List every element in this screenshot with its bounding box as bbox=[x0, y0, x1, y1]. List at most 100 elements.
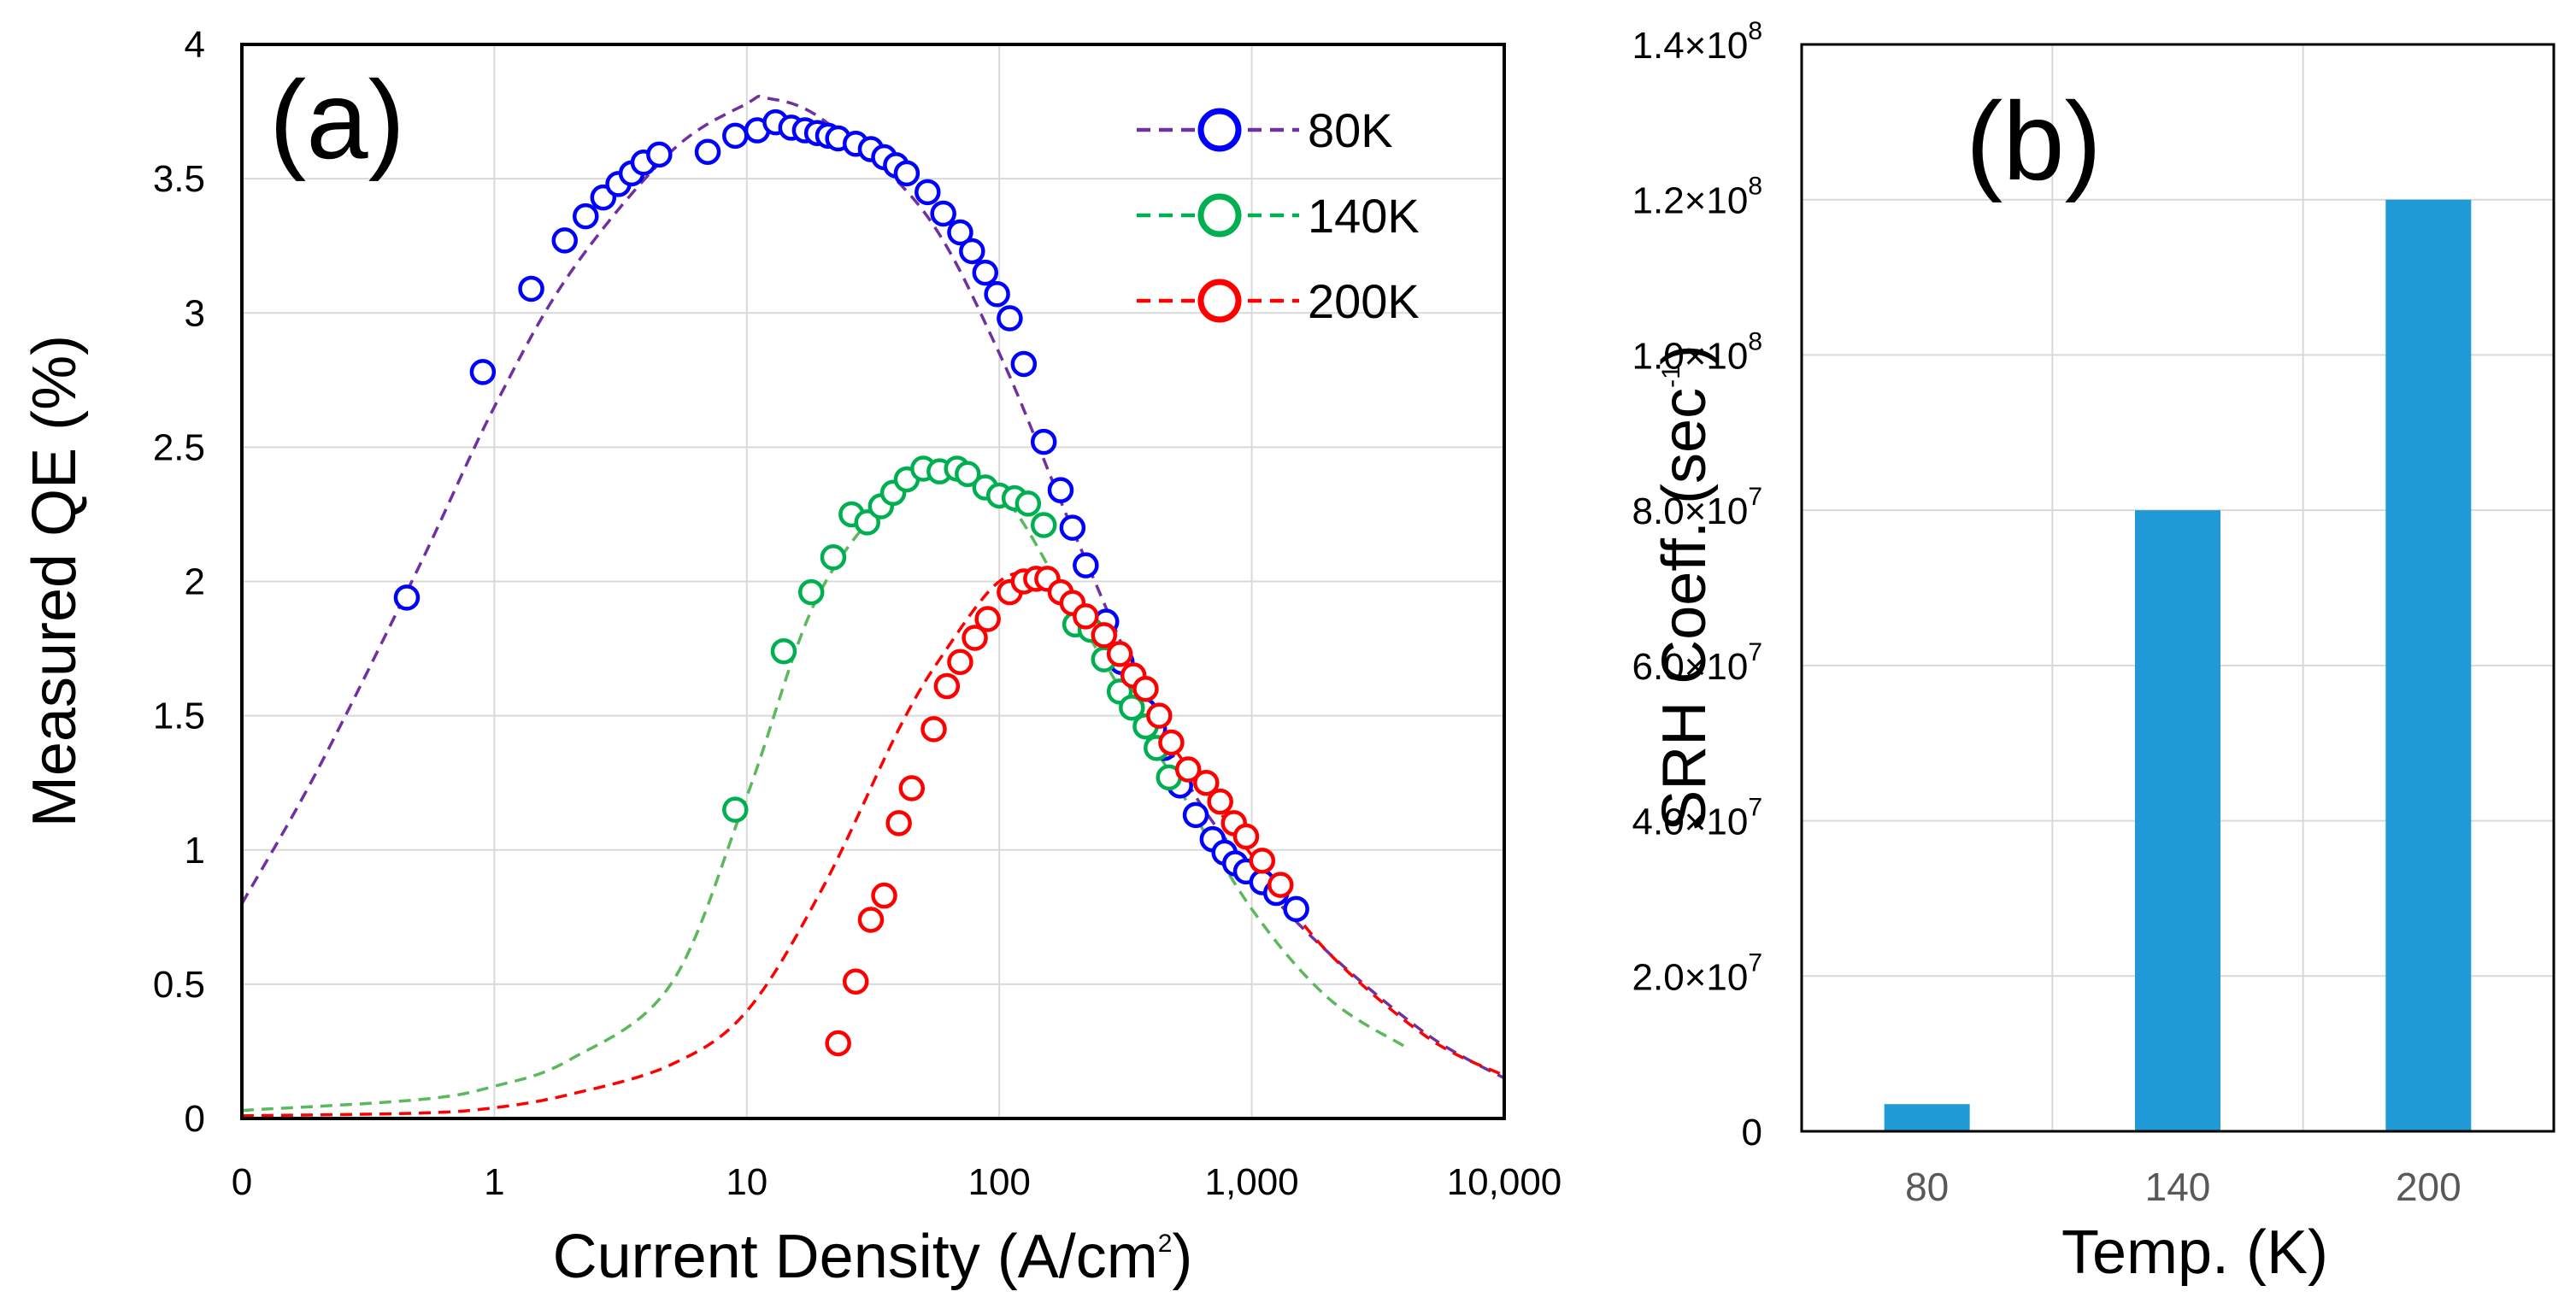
data-point-80k bbox=[1073, 552, 1099, 578]
data-point-200k bbox=[974, 606, 1001, 632]
panel-a-y-tick-label: 4 bbox=[185, 24, 205, 66]
data-point-200k bbox=[1267, 872, 1294, 898]
panel-a-y-tick-label: 1.5 bbox=[153, 696, 205, 737]
panel-a-data-points bbox=[393, 109, 1309, 1057]
data-point-80k bbox=[984, 281, 1010, 308]
panel-a-y-tick-label: 0.5 bbox=[153, 964, 205, 1006]
data-point-80k bbox=[1047, 477, 1074, 503]
panel-a-x-tick-labels: 0 1 10 100 1,000 10,000 bbox=[232, 1161, 1562, 1203]
panel-b-x-tick-label: 80 bbox=[1905, 1165, 1949, 1209]
data-point-200k bbox=[947, 649, 973, 676]
legend-label-200k: 200K bbox=[1308, 274, 1420, 328]
panel-a-y-tick-label: 0 bbox=[185, 1098, 205, 1140]
panel-a-y-tick-label: 3 bbox=[185, 292, 205, 334]
panel-b-y-tick-label: 1.0×108 bbox=[1632, 327, 1763, 377]
data-point-200k bbox=[842, 968, 869, 995]
panel-b-label: (b) bbox=[1966, 79, 2102, 203]
panel-a-x-tick-label: 0 bbox=[232, 1161, 252, 1203]
data-point-80k bbox=[959, 238, 985, 265]
panel-a-x-tick-label: 100 bbox=[967, 1161, 1030, 1203]
panel-a-y-axis-title: Measured QE (%) bbox=[21, 335, 89, 827]
data-point-80k bbox=[551, 227, 578, 254]
data-point-80k bbox=[1059, 514, 1086, 541]
panel-a-y-tick-label: 1 bbox=[185, 830, 205, 872]
data-point-80k bbox=[393, 584, 421, 611]
data-point-140k bbox=[820, 543, 847, 571]
data-point-140k bbox=[797, 578, 825, 606]
panel-a-fit-curves bbox=[240, 94, 1505, 1118]
bar-80k bbox=[1884, 1104, 1970, 1131]
panel-b-y-tick-label: 8.0×107 bbox=[1632, 483, 1763, 532]
panel-b-bars bbox=[1884, 199, 2472, 1132]
data-point-200k bbox=[933, 672, 961, 700]
data-point-200k bbox=[1174, 756, 1202, 783]
data-point-200k bbox=[898, 775, 926, 801]
data-point-200k bbox=[962, 625, 988, 651]
data-point-140k bbox=[1015, 490, 1042, 517]
data-point-80k bbox=[1030, 428, 1057, 455]
panel-a-x-tick-label: 1 bbox=[484, 1161, 504, 1203]
panel-b-y-tick-label: 6.0×107 bbox=[1632, 638, 1763, 688]
data-point-140k bbox=[1119, 694, 1145, 721]
panel-b-x-tick-label: 140 bbox=[2145, 1165, 2211, 1209]
data-point-140k bbox=[770, 637, 797, 665]
data-point-80k bbox=[518, 275, 544, 302]
panel-a-chart: 0 1 10 100 1,000 10,000 0 0.5 1 1.5 2 2.5 3 3.5 4 (a)… bbox=[21, 24, 1561, 1291]
legend-label-80k: 80K bbox=[1308, 103, 1393, 157]
data-point-200k bbox=[1249, 848, 1276, 874]
panel-b-y-tick-label: 0 bbox=[1742, 1112, 1762, 1154]
data-point-80k bbox=[893, 160, 920, 187]
legend-marker-200k bbox=[1197, 279, 1242, 323]
data-point-140k bbox=[1030, 512, 1057, 538]
bar-200k bbox=[2385, 199, 2472, 1132]
data-point-80k bbox=[573, 203, 599, 230]
panel-a-plot-frame bbox=[240, 43, 1506, 1120]
data-point-80k bbox=[1010, 350, 1038, 378]
panel-b-y-tick-label: 4.0×107 bbox=[1632, 794, 1763, 843]
panel-a-x-tick-label: 10 bbox=[726, 1161, 768, 1203]
data-point-200k bbox=[1132, 675, 1159, 702]
data-point-80k bbox=[646, 141, 673, 168]
data-point-140k bbox=[854, 509, 880, 536]
legend-label-140k: 140K bbox=[1308, 189, 1420, 243]
legend-marker-80k bbox=[1197, 108, 1242, 152]
data-point-200k bbox=[857, 907, 885, 933]
data-point-80k bbox=[947, 219, 973, 246]
data-point-80k bbox=[722, 122, 749, 150]
panel-a-y-tick-label: 2 bbox=[185, 561, 205, 603]
data-point-200k bbox=[1091, 622, 1118, 649]
data-point-200k bbox=[1232, 823, 1260, 850]
data-point-80k bbox=[1283, 895, 1309, 923]
bar-140k bbox=[2135, 510, 2220, 1131]
data-point-200k bbox=[1193, 769, 1220, 796]
data-point-80k bbox=[972, 259, 999, 286]
data-point-140k bbox=[722, 796, 749, 823]
panel-a-x-axis-title: Current Density (A/cm2) bbox=[553, 1223, 1193, 1291]
data-point-140k bbox=[955, 461, 981, 488]
panel-a-y-tick-labels: 0 0.5 1 1.5 2 2.5 3 3.5 4 bbox=[153, 24, 205, 1140]
data-point-80k bbox=[915, 179, 941, 206]
panel-b-plot-frame bbox=[1800, 43, 2555, 1133]
panel-a-legend: 80K 140K 200K bbox=[1137, 103, 1420, 328]
data-point-200k bbox=[1146, 702, 1173, 729]
data-point-200k bbox=[1207, 788, 1233, 815]
data-point-200k bbox=[1158, 729, 1185, 756]
data-point-200k bbox=[920, 716, 947, 743]
panel-b-x-tick-label: 200 bbox=[2396, 1165, 2461, 1209]
panel-b-y-axis-title: SRH Coeff. (sec-1) bbox=[1650, 344, 1719, 831]
data-point-200k bbox=[1106, 641, 1133, 667]
panel-b-y-tick-label: 1.4×108 bbox=[1632, 17, 1763, 67]
legend-marker-140k bbox=[1197, 193, 1242, 238]
panel-b-x-tick-labels: 80 140 200 bbox=[1905, 1165, 2461, 1209]
data-point-80k bbox=[930, 200, 956, 227]
panel-a-y-tick-label: 3.5 bbox=[153, 158, 205, 200]
panel-a-x-tick-label: 1,000 bbox=[1205, 1161, 1299, 1203]
panel-a-y-tick-label: 2.5 bbox=[153, 426, 205, 468]
data-point-200k bbox=[871, 882, 897, 909]
data-point-200k bbox=[885, 810, 912, 837]
data-point-200k bbox=[1073, 603, 1099, 630]
panel-b-y-tick-labels: 0 2.0×107 4.0×107 6.0×107 8.0×107 1.0×108 1.2×… bbox=[1632, 17, 1763, 1154]
data-point-80k bbox=[997, 305, 1023, 332]
fit-curve-200k bbox=[241, 570, 1505, 1118]
